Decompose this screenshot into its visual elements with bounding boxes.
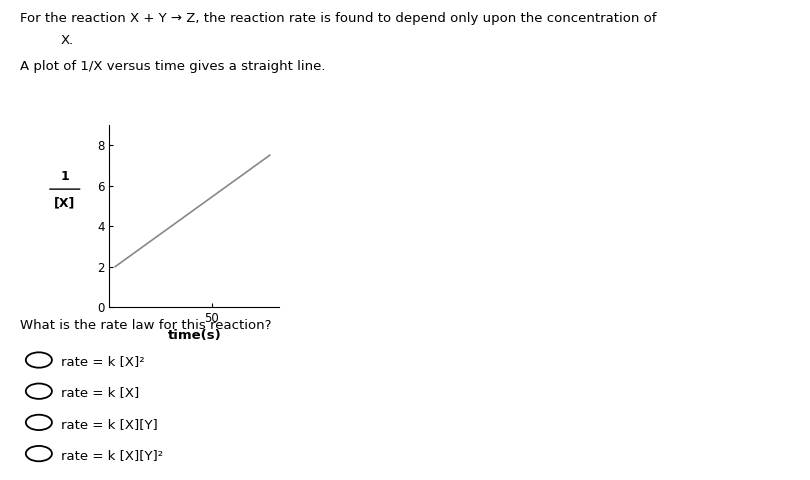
Text: rate = k [X][Y]²: rate = k [X][Y]² [61,449,163,462]
Text: What is the rate law for this reaction?: What is the rate law for this reaction? [20,319,271,332]
Text: X.: X. [61,34,74,47]
Text: [X]: [X] [54,197,75,210]
X-axis label: time(s): time(s) [168,329,221,342]
Text: For the reaction X + Y → Z, the reaction rate is found to depend only upon the c: For the reaction X + Y → Z, the reaction… [20,12,657,25]
Text: rate = k [X][Y]: rate = k [X][Y] [61,418,157,431]
Text: 1: 1 [61,170,69,183]
Text: rate = k [X]: rate = k [X] [61,386,139,399]
Text: rate = k [X]²: rate = k [X]² [61,355,144,368]
Text: A plot of 1/X versus time gives a straight line.: A plot of 1/X versus time gives a straig… [20,60,326,73]
